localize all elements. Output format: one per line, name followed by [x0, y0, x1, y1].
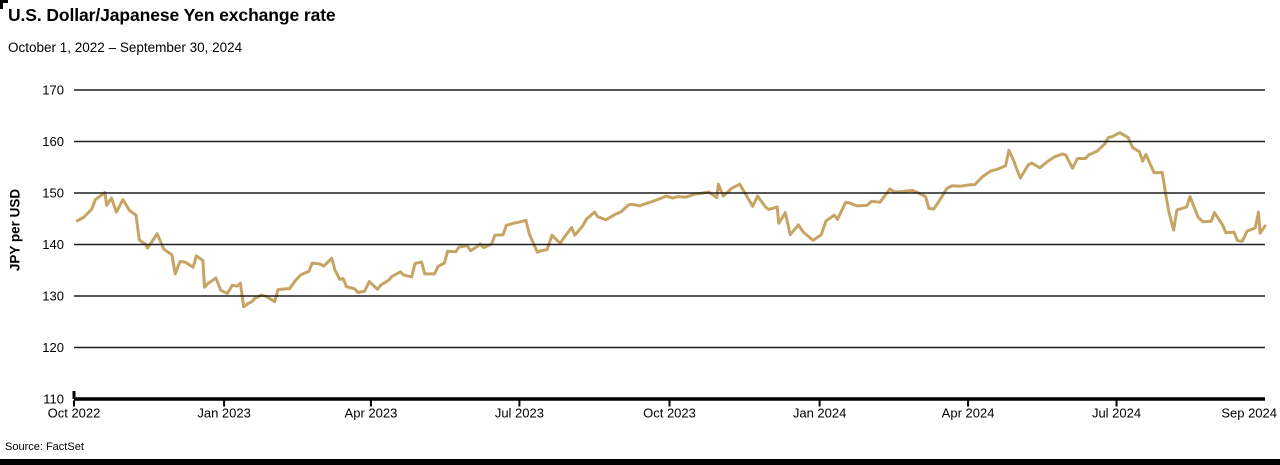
- x-axis-tick-label: Jan 2023: [197, 406, 251, 421]
- x-axis-tick-label: Jul 2024: [1092, 406, 1141, 421]
- x-axis-tick-label: Jul 2023: [495, 406, 544, 421]
- y-axis-tick-label: 130: [42, 289, 64, 304]
- chart-title: U.S. Dollar/Japanese Yen exchange rate: [8, 5, 336, 25]
- chart-subtitle: October 1, 2022 – September 30, 2024: [8, 40, 243, 55]
- source-note: Source: FactSet: [5, 441, 84, 453]
- y-axis-tick-label: 150: [42, 186, 64, 201]
- frame-corner-mark: [0, 0, 8, 3]
- bottom-border-bar: [0, 459, 1280, 465]
- x-axis-tick-label: Jan 2024: [793, 406, 847, 421]
- x-axis-tick-label: Apr 2024: [942, 406, 995, 421]
- y-axis-tick-label: 120: [42, 340, 64, 355]
- y-axis-tick-label: 140: [42, 237, 64, 252]
- y-axis-tick-label: 110: [43, 392, 64, 407]
- y-axis-tick-label: 160: [42, 134, 64, 149]
- x-axis-tick-label: Oct 2022: [48, 406, 101, 421]
- x-axis-tick-label: Oct 2023: [643, 406, 696, 421]
- exchange-rate-line: [75, 131, 1267, 309]
- frame-corner-mark: [0, 0, 3, 9]
- x-axis-tick-label: Sep 2024: [1221, 406, 1277, 421]
- y-axis-tick-label: 170: [42, 83, 64, 98]
- x-axis-tick-label: Apr 2023: [345, 406, 398, 421]
